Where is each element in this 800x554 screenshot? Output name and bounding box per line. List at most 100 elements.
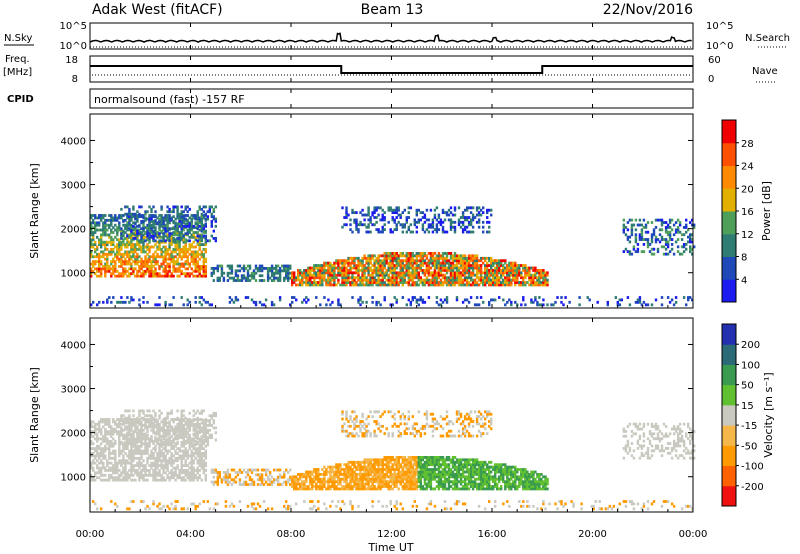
echo-cell [198,269,201,273]
echo-cell [325,271,328,275]
echo-cell [204,248,208,251]
noise-left-label: N.Sky [4,33,32,44]
echo-cell [140,471,143,475]
echo-cell [475,303,479,307]
echo-cell [381,208,384,212]
echo-cell [124,478,127,482]
echo-cell [102,420,105,424]
echo-cell [299,269,302,272]
echo-cell [353,211,356,215]
echo-cell [104,269,107,273]
echo-cell [413,271,417,275]
echo-cell [321,468,324,471]
echo-cell [266,483,270,486]
echo-cell [339,266,342,270]
echo-cell [114,265,117,268]
echo-cell [100,430,103,434]
echo-cell [116,257,119,261]
echo-cell [504,266,507,270]
echo-cell [520,271,523,275]
echo-cell [204,431,208,435]
echo-cell [459,225,463,229]
echo-cell [94,422,97,426]
echo-cell [506,266,509,270]
echo-cell [345,208,348,212]
echo-cell [200,442,204,446]
echo-cell [128,469,131,472]
echo-cell [162,425,165,429]
echo-cell [152,464,155,468]
echo-cell [180,212,183,216]
echo-cell [377,264,380,267]
echo-cell [367,211,370,215]
echo-cell [666,223,670,227]
echo-cell [138,464,141,468]
echo-cell [152,473,155,477]
echo-cell [98,469,101,472]
echo-cell [228,300,232,304]
echo-cell [166,414,169,418]
echo-cell [254,279,258,282]
echo-cell [417,254,421,258]
echo-cell [301,271,304,275]
echo-cell [184,447,187,451]
echo-cell [441,208,445,212]
echo-cell [100,469,103,472]
echo-cell [192,250,195,254]
echo-cell [106,422,109,426]
echo-cell [132,449,135,453]
echo-cell [90,473,93,477]
echo-cell [120,240,123,244]
echo-cell [375,206,378,210]
echo-cell [186,257,189,261]
echo-cell [496,266,499,270]
echo-cell [156,461,159,465]
echo-cell [407,228,411,232]
echo-cell [654,298,658,302]
echo-cell [425,266,429,270]
echo-cell [90,216,93,220]
echo-cell [520,264,523,267]
echo-cell [150,438,153,442]
echo-cell [174,238,177,242]
echo-cell [417,259,421,263]
echo-cell [110,442,113,446]
echo-cell [128,452,131,455]
echo-cell [156,245,159,249]
echo-cell [170,452,173,455]
echo-cell [168,207,171,211]
echo-cell [178,418,181,421]
echo-cell [291,475,294,479]
echo-cell [204,478,208,482]
echo-cell [110,235,113,239]
echo-cell [160,454,163,458]
echo-cell [321,480,324,484]
echo-cell [242,264,246,268]
echo-cell [650,238,654,241]
echo-cell [371,296,374,299]
echo-cell [152,439,155,443]
echo-cell [100,216,103,220]
echo-cell [540,281,543,284]
echo-cell [465,281,469,284]
echo-cell [530,281,533,284]
echo-cell [530,283,533,287]
echo-cell [329,465,332,469]
echo-cell [126,443,129,447]
echo-cell [132,245,135,249]
echo-cell [411,230,415,234]
echo-cell [516,276,519,280]
echo-cell [226,274,230,278]
echo-cell [504,281,507,284]
echo-cell [246,468,250,472]
echo-cell [311,477,314,481]
echo-cell [409,261,413,265]
echo-cell [200,466,204,470]
echo-cell [293,487,296,491]
echo-cell [276,279,280,282]
echo-cell [180,454,183,458]
echo-cell [104,427,107,431]
echo-cell [355,283,358,287]
echo-cell [291,482,294,486]
echo-cell [349,223,352,227]
